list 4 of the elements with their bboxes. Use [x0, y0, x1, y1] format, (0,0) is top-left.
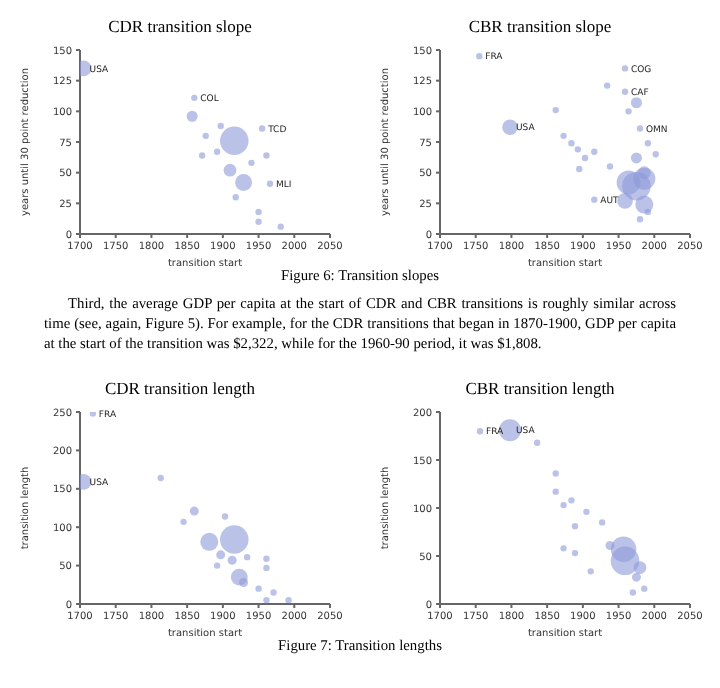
chart-title: CDR transition length	[102, 376, 258, 402]
chart-title: CBR transition length	[463, 376, 617, 402]
chart-title: CBR transition slope	[466, 14, 614, 40]
chart-title: CDR transition slope	[106, 14, 254, 40]
